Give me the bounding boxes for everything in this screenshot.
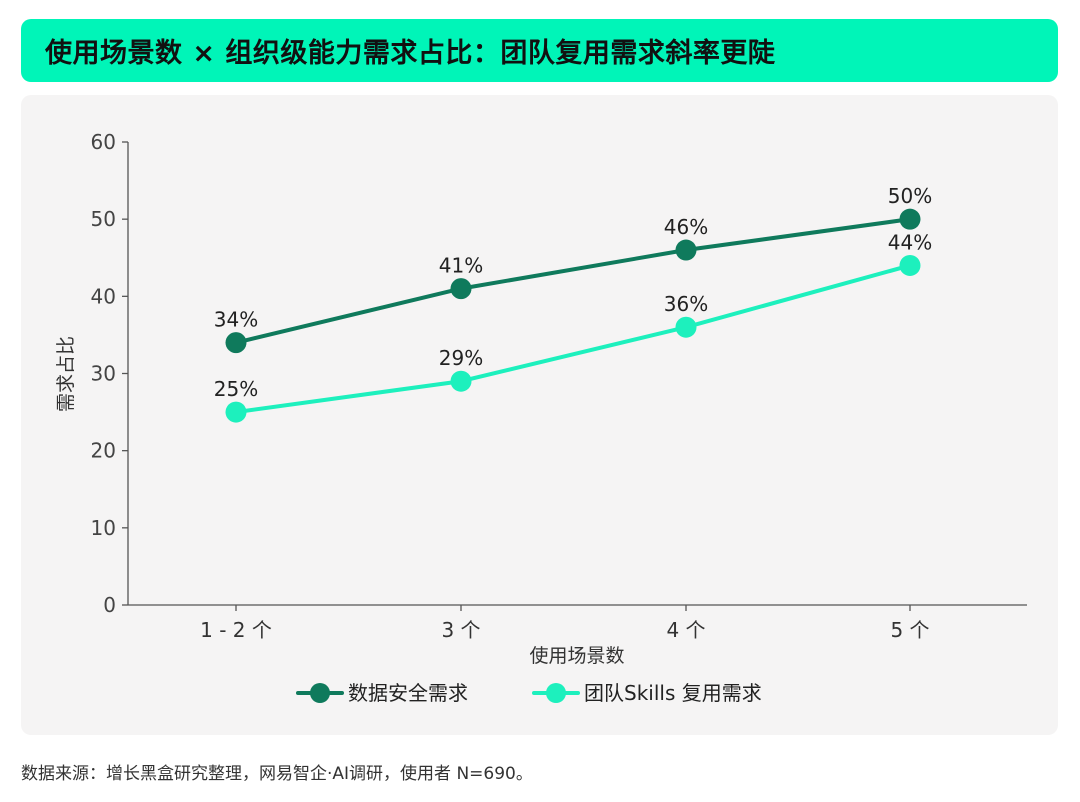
- data-point: [450, 370, 472, 392]
- legend: 数据安全需求 团队Skills 复用需求: [296, 681, 762, 705]
- data-point: [899, 208, 921, 230]
- series-line: [234, 263, 912, 415]
- series-1: 34% 41% 46% 50%: [214, 184, 932, 354]
- chart-panel: [21, 95, 1058, 735]
- y-tick-label: 50: [91, 207, 116, 231]
- data-label: 50%: [888, 184, 932, 208]
- y-tick-label: 30: [91, 362, 116, 386]
- y-tick-label: 20: [91, 439, 116, 463]
- legend-marker: [310, 683, 330, 703]
- data-point: [450, 278, 472, 300]
- data-point: [225, 332, 247, 354]
- data-point: [675, 316, 697, 338]
- title-banner: 使用场景数 × 组织级能力需求占比：团队复用需求斜率更陡: [21, 19, 1058, 82]
- data-point: [225, 401, 247, 423]
- x-tick-label: 5 个: [890, 618, 929, 642]
- data-point: [675, 239, 697, 261]
- y-tick-label: 60: [91, 130, 116, 154]
- data-label: 29%: [439, 346, 483, 370]
- legend-label: 数据安全需求: [348, 681, 468, 705]
- legend-item-2: 团队Skills 复用需求: [532, 681, 762, 705]
- y-tick-label: 0: [103, 593, 116, 617]
- x-tick-label: 4 个: [666, 618, 705, 642]
- data-label: 25%: [214, 377, 258, 401]
- legend-label: 团队Skills 复用需求: [584, 681, 762, 705]
- series-line: [234, 217, 912, 345]
- data-label: 41%: [439, 254, 483, 278]
- chart-title: 使用场景数 × 组织级能力需求占比：团队复用需求斜率更陡: [45, 38, 776, 69]
- data-label: 44%: [888, 230, 932, 254]
- data-label: 34%: [214, 308, 258, 332]
- data-label: 46%: [664, 215, 708, 239]
- y-tick-label: 10: [91, 516, 116, 540]
- series-2: 25% 29% 36% 44%: [214, 230, 932, 423]
- y-tick-label: 40: [91, 284, 116, 308]
- data-point: [899, 254, 921, 276]
- source-note: 数据来源：增长黑盒研究整理，网易智企·AI调研，使用者 N=690。: [21, 764, 533, 784]
- legend-marker: [546, 683, 566, 703]
- x-tick-label: 1 - 2 个: [200, 618, 272, 642]
- series-layer: 34% 41% 46% 50% 25% 29% 36% 44%: [214, 184, 932, 423]
- x-axis-label: 使用场景数: [529, 645, 624, 667]
- legend-item-1: 数据安全需求: [296, 681, 468, 705]
- y-axis-label: 需求占比: [55, 336, 77, 412]
- data-label: 36%: [664, 292, 708, 316]
- x-tick-label: 3 个: [441, 618, 480, 642]
